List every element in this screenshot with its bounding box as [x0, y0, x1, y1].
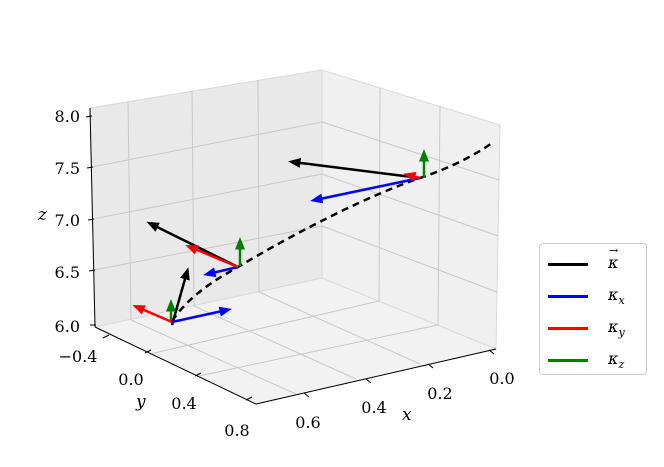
frame-3 — [288, 149, 429, 204]
legend-item-kappa-z: κz — [548, 349, 644, 371]
legend-item-kappa: → κ — [548, 244, 644, 274]
legend-line-red — [548, 327, 588, 330]
gridlines — [91, 79, 500, 395]
x-tick-label: 0.0 — [489, 369, 514, 388]
legend-subscript: x — [618, 294, 625, 308]
legend-subscript: z — [618, 358, 625, 372]
legend-label: κx — [608, 285, 625, 307]
z-tick-label: 7.0 — [55, 211, 80, 230]
kappa-arrow — [288, 157, 421, 180]
vector-arrow-glyph: → — [609, 244, 619, 257]
legend-item-kappa-y: κy — [548, 317, 644, 339]
legend-symbol: κ — [608, 285, 619, 304]
legend-subscript: y — [618, 326, 625, 340]
y-tick-label: 0.8 — [224, 421, 249, 440]
dashed-curve — [170, 141, 493, 322]
legend-symbol: κ — [608, 317, 619, 336]
x-ticks — [303, 349, 495, 398]
legend-label: κz — [608, 349, 624, 371]
y-tick-label: 0.0 — [118, 370, 143, 389]
axis-edges — [89, 107, 497, 405]
kappa-y-arrow — [185, 245, 239, 269]
z-tick-label: 6.0 — [55, 317, 80, 336]
kappa-y-arrow — [132, 305, 173, 324]
frame-2 — [146, 221, 245, 278]
kappa-x-arrow — [171, 306, 232, 324]
y-ticks — [102, 334, 253, 401]
kappa-arrow — [170, 267, 190, 326]
kappa-y-arrow — [403, 171, 421, 182]
kappa-x-arrow — [203, 265, 239, 278]
z-axis-label: z — [37, 205, 48, 225]
z-tick-label: 6.5 — [55, 263, 80, 282]
z-tick-label: 8.0 — [55, 107, 80, 126]
frame-1 — [132, 267, 232, 326]
x-axis-label: x — [402, 405, 412, 425]
legend-line-green — [548, 359, 588, 362]
legend-symbol: κ — [608, 349, 619, 368]
legend-label: → κ — [608, 244, 619, 272]
legend-item-kappa-x: κx — [548, 285, 644, 307]
legend-label: κy — [608, 317, 625, 339]
legend-line-black — [548, 263, 588, 266]
legend-symbol: κ — [608, 253, 619, 272]
y-axis-label: y — [135, 392, 146, 412]
legend-line-blue — [548, 295, 588, 298]
z-ticks — [85, 115, 96, 326]
x-tick-label: 0.2 — [427, 384, 452, 403]
z-tick-label: 7.5 — [55, 159, 80, 178]
y-tick-label: 0.4 — [171, 394, 196, 413]
kappa-x-arrow — [310, 176, 421, 204]
y-tick-label: −0.4 — [59, 347, 98, 366]
x-tick-label: 0.4 — [361, 398, 386, 417]
x-tick-label: 0.6 — [295, 413, 320, 432]
legend: → κ κx κy κz — [539, 243, 647, 375]
